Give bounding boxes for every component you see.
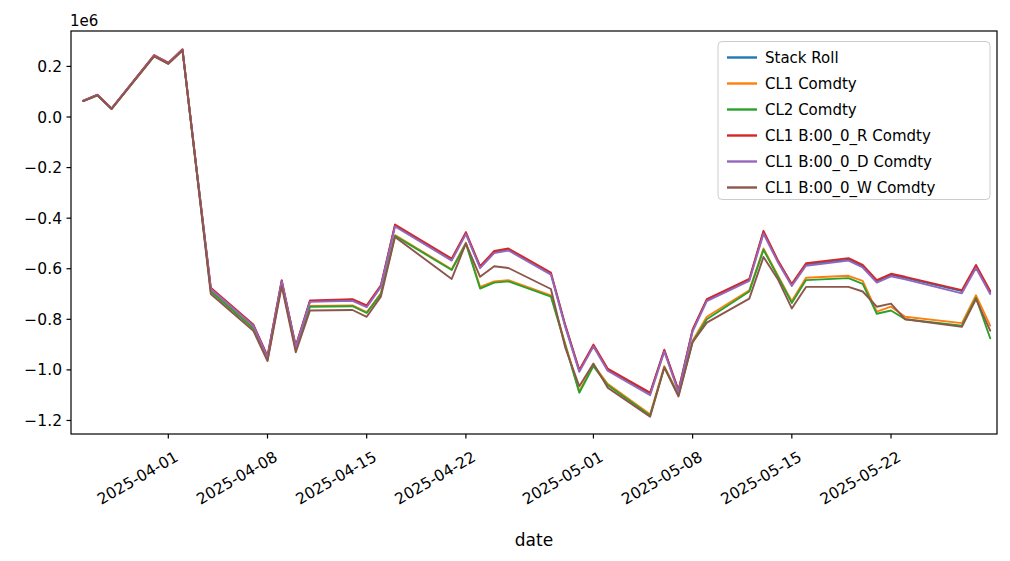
- x-tick-label: 2025-04-22: [392, 448, 479, 509]
- x-tick-label: 2025-05-15: [718, 448, 805, 509]
- y-tick-label: −1.0: [24, 361, 62, 379]
- x-tick-label: 2025-04-15: [293, 448, 380, 509]
- x-tick-label: 2025-05-08: [619, 448, 706, 509]
- y-axis-offset-label: 1e6: [70, 12, 98, 30]
- x-axis-title: date: [515, 530, 553, 550]
- figure: 1e6 date 0.2 0.0 −0.2 −0.4 −0.6 −0.8 −1.0 −1.2 2…: [0, 0, 1010, 561]
- x-tick-label: 2025-04-08: [193, 448, 280, 509]
- legend-label-5: CL1 B:00_0_W Comdty: [765, 179, 935, 198]
- y-tick-label: −0.4: [24, 210, 62, 228]
- legend-box: [718, 42, 990, 200]
- legend-label-0: Stack Roll: [765, 49, 839, 67]
- legend-label-3: CL1 B:00_0_R Comdty: [765, 127, 931, 146]
- y-tick-label: 0.0: [37, 109, 62, 127]
- y-tick-label: 0.2: [37, 58, 62, 76]
- legend-label-4: CL1 B:00_0_D Comdty: [765, 153, 932, 172]
- x-tick-label: 2025-04-01: [94, 448, 181, 509]
- y-tick-label: −0.6: [24, 260, 62, 278]
- y-tick-label: −0.2: [24, 159, 62, 177]
- line-chart: 1e6 date 0.2 0.0 −0.2 −0.4 −0.6 −0.8 −1.0 −1.2 2…: [0, 0, 1010, 561]
- x-tick-label: 2025-05-01: [519, 448, 606, 509]
- legend-label-2: CL2 Comdty: [765, 101, 857, 119]
- legend-label-1: CL1 Comdty: [765, 75, 857, 93]
- x-tick-label: 2025-05-22: [817, 448, 904, 509]
- y-tick-label: −1.2: [24, 412, 62, 430]
- y-tick-label: −0.8: [24, 311, 62, 329]
